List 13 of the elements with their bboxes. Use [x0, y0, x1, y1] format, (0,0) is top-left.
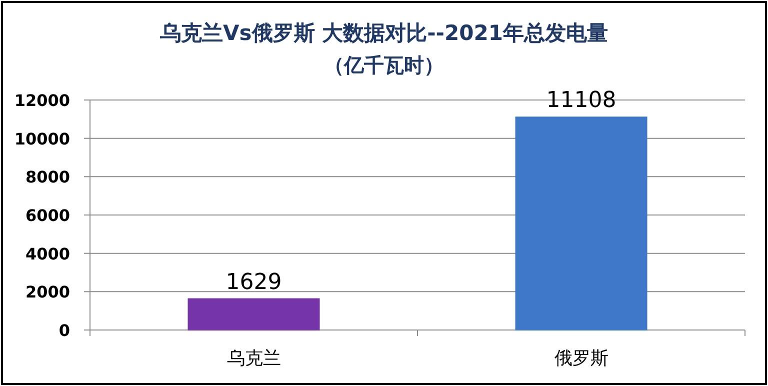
- y-tick-label: 2000: [25, 282, 70, 302]
- y-tick-label: 6000: [25, 206, 70, 225]
- chart-title: 乌克兰Vs俄罗斯 大数据对比--2021年总发电量: [159, 21, 608, 45]
- data-label: 1629: [226, 270, 282, 295]
- y-tick-label: 12000: [14, 91, 70, 110]
- y-tick-label: 4000: [25, 244, 70, 264]
- x-tick-label: 乌克兰: [226, 348, 281, 369]
- x-tick-label: 俄罗斯: [554, 348, 608, 369]
- y-tick-label: 10000: [14, 129, 70, 148]
- y-tick-label: 8000: [25, 168, 70, 187]
- data-label: 11108: [546, 88, 616, 114]
- chart-subtitle: （亿千瓦时）: [324, 53, 444, 77]
- y-tick-label: 0: [58, 321, 70, 340]
